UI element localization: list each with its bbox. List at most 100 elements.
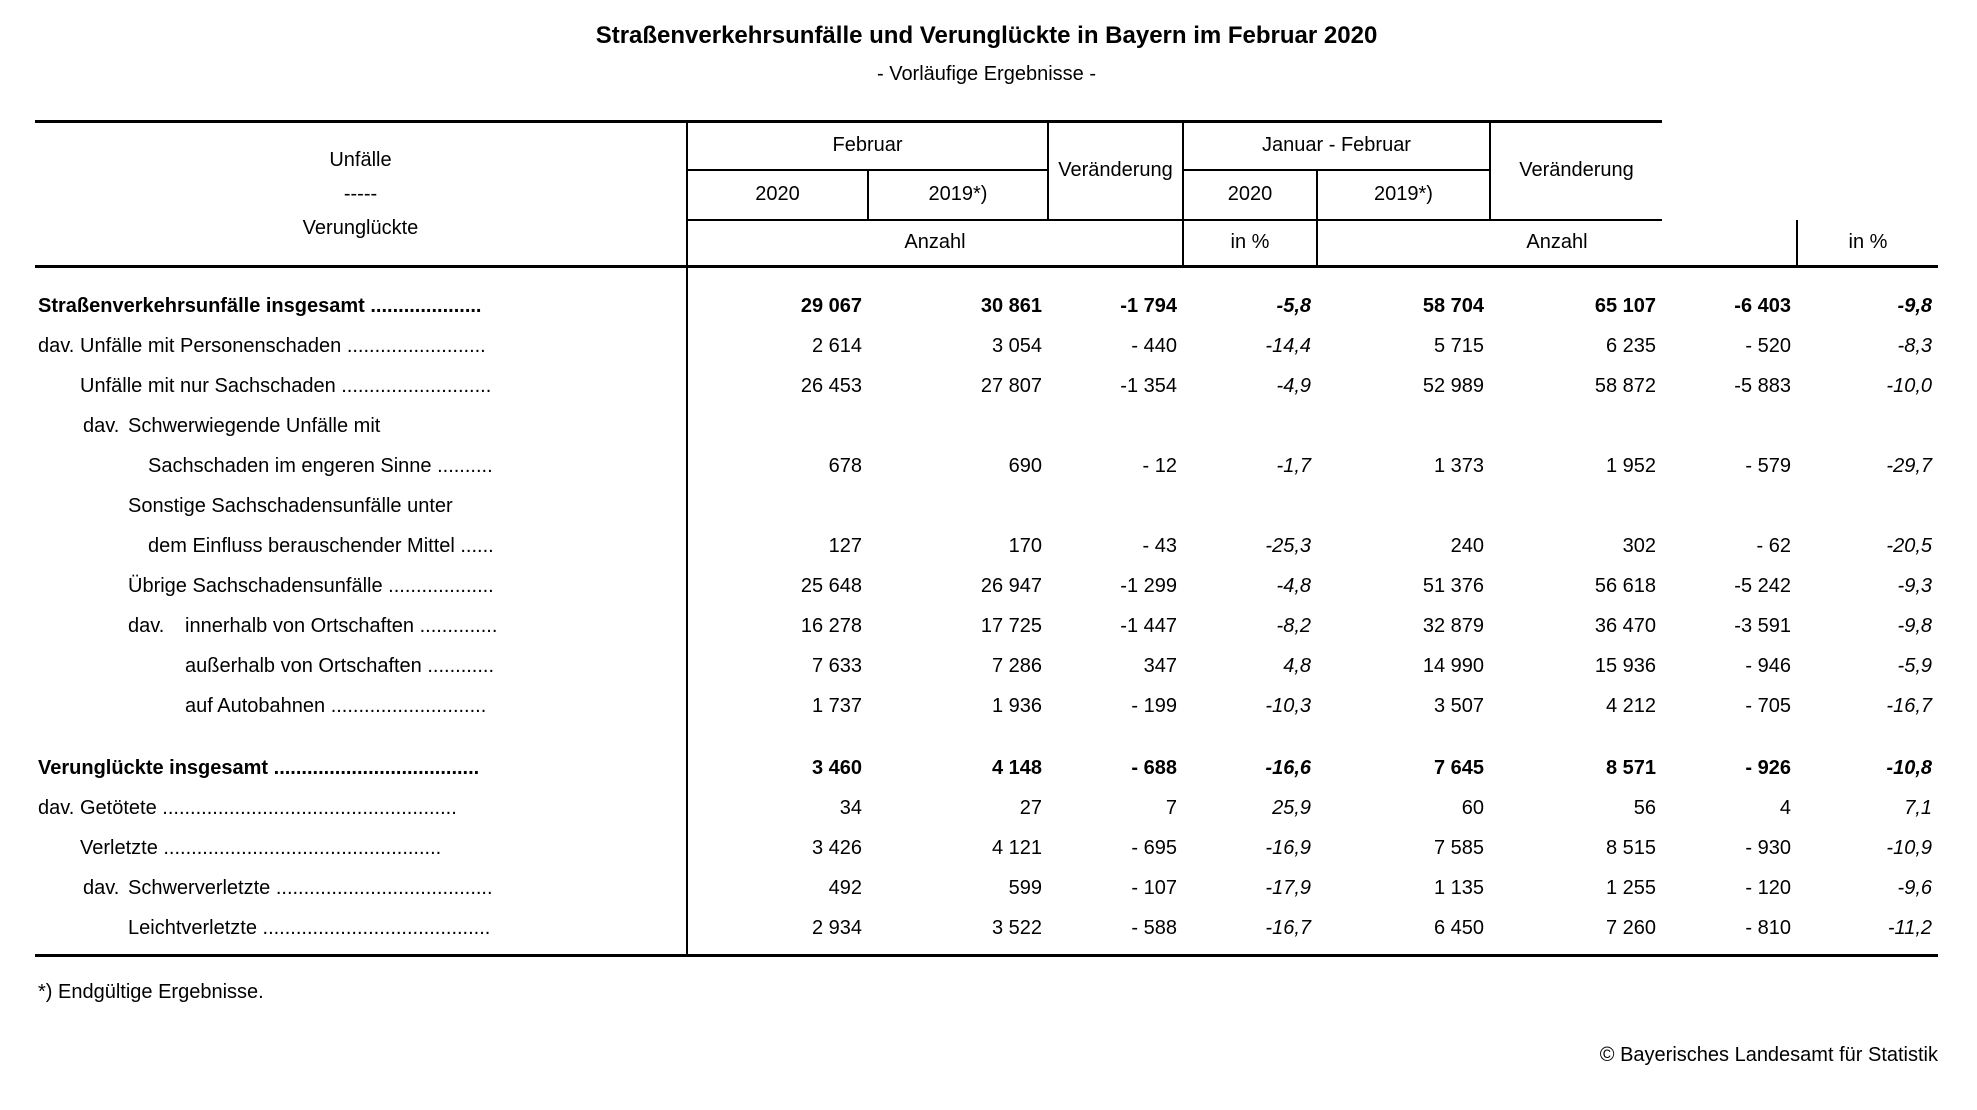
cell: 1 373 (1433, 455, 1484, 477)
cell: 1 255 (1605, 877, 1656, 899)
cell: 7 633 (811, 655, 862, 677)
header-anzahl-2: Anzahl (1317, 219, 1798, 268)
row-label-text: Unfälle mit nur Sachschaden ............… (80, 375, 492, 397)
cell: 27 807 (980, 375, 1042, 397)
row-label: Verunglückte insgesamt .................… (35, 726, 688, 788)
cell: -1 794 (1120, 295, 1177, 317)
cell: 56 (1633, 797, 1656, 819)
table-row: Verunglückte insgesamt .................… (35, 726, 1938, 788)
stub-line-verungluckte: Verunglückte (302, 217, 419, 239)
row-label: Verletzte ..............................… (35, 828, 688, 868)
row-label-text: Sachschaden im engeren Sinne .......... (148, 455, 493, 477)
cell: 6 235 (1605, 335, 1656, 357)
cell: -9,8 (1897, 295, 1932, 317)
cell: 26 947 (980, 575, 1042, 597)
cell: - 588 (1048, 908, 1183, 957)
stub-line-divider: ----- (343, 183, 378, 205)
cell: 347 (1143, 655, 1177, 677)
row-prefix: dav. (83, 877, 120, 899)
cell: -4,8 (1276, 575, 1311, 597)
table-row: Sonstige Sachschadensunfälle unter dem Ei… (35, 486, 1938, 566)
cell: - 705 (1745, 695, 1791, 717)
table-row: außerhalb von Ortschaften ............ 7 … (35, 646, 1938, 686)
table-row: dav. Schwerverletzte ....................… (35, 868, 1938, 908)
table-row: dav. innerhalb von Ortschaften ..........… (35, 606, 1938, 646)
header-year-janfeb-2020: 2020 (1183, 169, 1318, 221)
cell: 36 470 (1594, 615, 1656, 637)
cell: -10,9 (1886, 837, 1932, 859)
cell: -14,4 (1265, 335, 1311, 357)
cell: -8,3 (1897, 335, 1932, 357)
header-year-janfeb-2019: 2019*) (1317, 169, 1491, 221)
header-veraenderung-2: Veränderung (1490, 120, 1662, 221)
page-subtitle: - Vorläufige Ergebnisse - (876, 63, 1096, 85)
page-title: Straßenverkehrsunfälle und Verunglückte … (595, 22, 1378, 49)
cell: 14 990 (1422, 655, 1484, 677)
cell: 170 (1008, 535, 1042, 557)
row-label: dav. Schwerverletzte ....................… (35, 868, 688, 908)
cell: - 120 (1745, 877, 1791, 899)
cell: 3 054 (991, 335, 1042, 357)
cell: 34 (839, 797, 862, 819)
cell: 26 453 (800, 375, 862, 397)
row-label: Unfälle mit nur Sachschaden ............… (35, 366, 688, 406)
cell: 7 (1165, 797, 1177, 819)
cell: 7 286 (991, 655, 1042, 677)
table-row: dav. Unfälle mit Personenschaden ........… (35, 326, 1938, 366)
cell: -6 403 (1734, 295, 1791, 317)
cell: 4,8 (1283, 655, 1311, 677)
copyright: © Bayerisches Landesamt für Statistik (1599, 1044, 1938, 1066)
row-label: dav. Schwerwiegende Unfälle mit Sachschade… (35, 406, 688, 486)
row-label-text: innerhalb von Ortschaften .............. (185, 615, 498, 637)
row-label: Straßenverkehrsunfälle insgesamt .......… (35, 266, 688, 326)
header-in-percent-1: in % (1183, 219, 1318, 268)
cell: - 579 (1745, 455, 1791, 477)
cell: 3 426 (811, 837, 862, 859)
cell: -8,2 (1276, 615, 1311, 637)
cell: -29,7 (1886, 455, 1932, 477)
cell: 2 934 (687, 908, 868, 957)
header-februar: Februar (687, 120, 1049, 171)
cell: 16 278 (800, 615, 862, 637)
row-label-text: Straßenverkehrsunfälle insgesamt .......… (38, 295, 482, 317)
cell: -20,5 (1886, 535, 1932, 557)
cell: - 926 (1745, 757, 1791, 779)
cell: 8 571 (1605, 757, 1656, 779)
table-row: Straßenverkehrsunfälle insgesamt .......… (35, 266, 1938, 326)
cell: 2 614 (811, 335, 862, 357)
cell: 7 585 (1433, 837, 1484, 859)
cell: -10,3 (1265, 695, 1311, 717)
table-body: Straßenverkehrsunfälle insgesamt .......… (35, 266, 1938, 957)
row-label-text: Schwerverletzte ........................… (128, 877, 493, 899)
cell: -10,0 (1886, 375, 1932, 397)
cell: 599 (1008, 877, 1042, 899)
row-label-text: Unfälle mit Personenschaden ............… (80, 335, 486, 357)
cell: 25 648 (800, 575, 862, 597)
cell: 58 872 (1594, 375, 1656, 397)
row-prefix: dav. (38, 335, 75, 357)
cell: 3 522 (868, 908, 1048, 957)
cell: 7 260 (1490, 908, 1662, 957)
cell: 240 (1450, 535, 1484, 557)
cell: -16,9 (1265, 837, 1311, 859)
cell: -3 591 (1734, 615, 1791, 637)
cell: 4 (1779, 797, 1791, 819)
table-row: Leichtverletzte ........................… (35, 908, 1938, 957)
cell: -9,3 (1897, 575, 1932, 597)
cell: 56 618 (1594, 575, 1656, 597)
cell: 4 121 (991, 837, 1042, 859)
cell: 3 460 (811, 757, 862, 779)
cell: 1 936 (991, 695, 1042, 717)
row-label-text: Sonstige Sachschadensunfälle unter (128, 495, 453, 517)
table-row: Unfälle mit nur Sachschaden ............… (35, 366, 1938, 406)
row-label-text: Verunglückte insgesamt .................… (38, 757, 480, 779)
cell: -1,7 (1276, 455, 1311, 477)
cell: 678 (828, 455, 862, 477)
cell: -16,7 (1183, 908, 1317, 957)
cell: -1 447 (1120, 615, 1177, 637)
table-row: Übrige Sachschadensunfälle .............… (35, 566, 1938, 606)
footnote: *) Endgültige Ergebnisse. (38, 981, 264, 1003)
row-label-text: dem Einfluss berauschender Mittel ...... (148, 535, 494, 557)
cell: 127 (828, 535, 862, 557)
cell: -16,6 (1265, 757, 1311, 779)
